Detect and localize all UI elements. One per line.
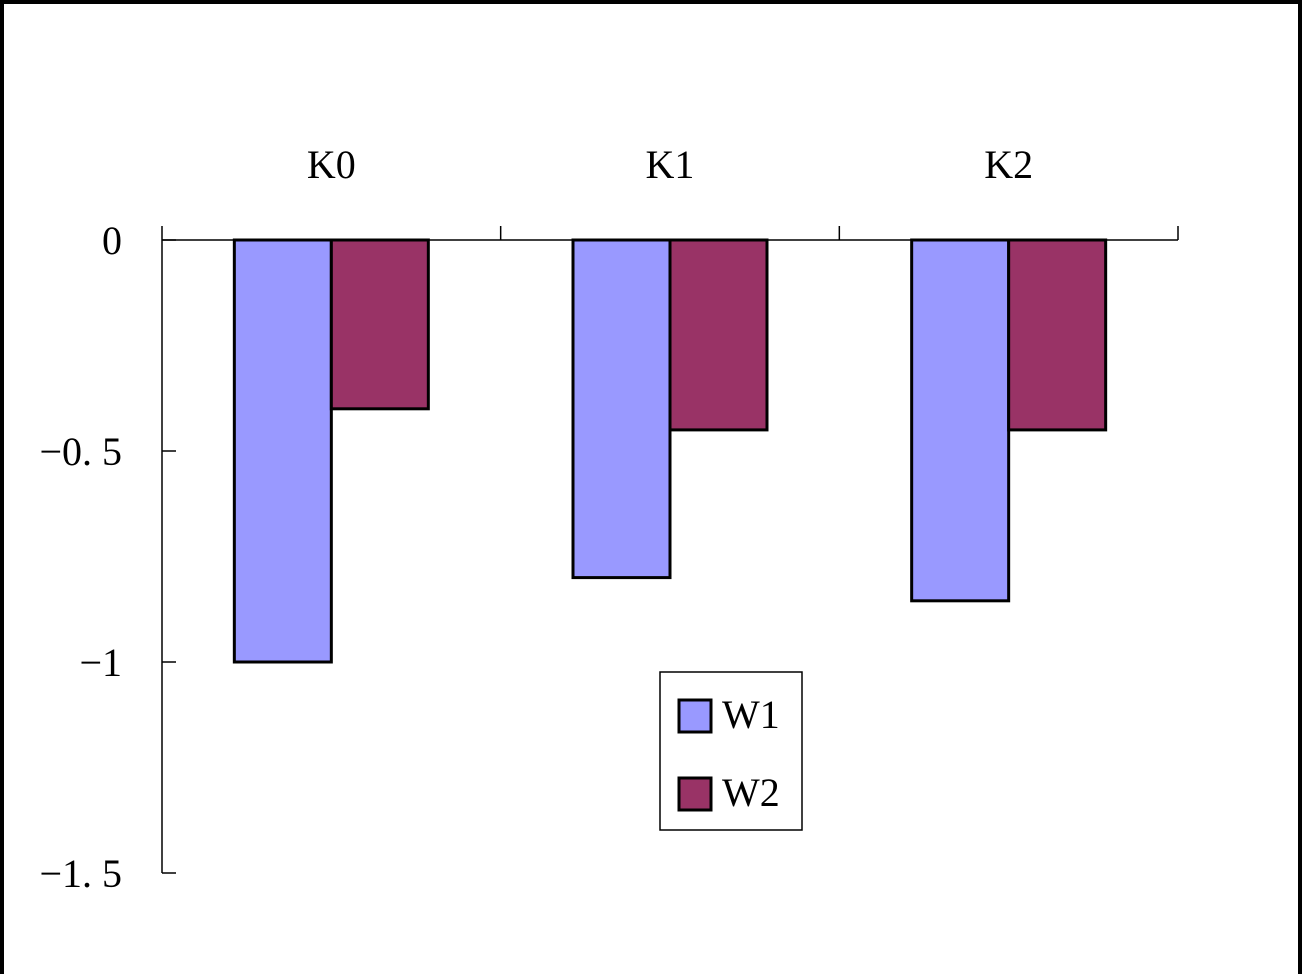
legend-label-w1: W1 <box>722 692 780 737</box>
legend-label-w2: W2 <box>722 770 780 815</box>
legend-swatch-w2 <box>677 776 713 812</box>
legend-swatch-w1 <box>677 698 713 734</box>
legend: W1 W2 <box>659 671 803 831</box>
category-label: K1 <box>646 142 695 187</box>
bar-w2-k0 <box>329 238 430 411</box>
bar-w1-k0 <box>232 238 333 664</box>
bar-w2-k2 <box>1007 238 1108 432</box>
bar-w1-k2 <box>910 238 1011 603</box>
bar-w1-k1 <box>571 238 672 580</box>
bars <box>232 238 1108 664</box>
y-tick-label: −1 <box>79 640 122 685</box>
category-label: K0 <box>307 142 356 187</box>
y-tick-label: 0 <box>102 218 122 263</box>
y-tick-label: −1. 5 <box>39 851 122 896</box>
category-label: K2 <box>984 142 1033 187</box>
bar-w2-k1 <box>668 238 769 432</box>
y-tick-label: −0. 5 <box>39 429 122 474</box>
y-axis: 0 −0. 5 −1 −1. 5 <box>39 218 176 896</box>
